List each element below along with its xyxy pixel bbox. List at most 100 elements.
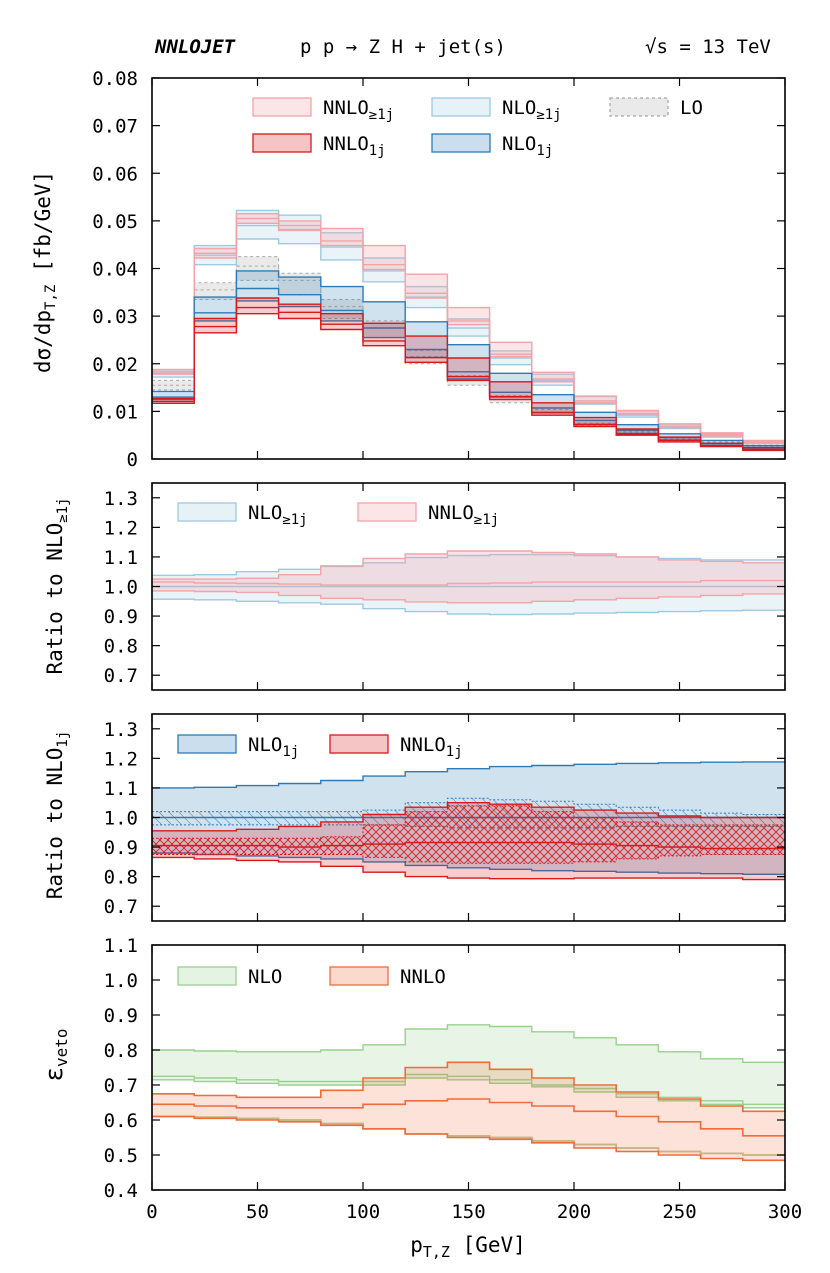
line-nnlo_veto-mid (152, 1098, 785, 1137)
xtick-label: 200 (557, 1201, 591, 1223)
legend-entry-lo: LO (609, 97, 703, 119)
line-nnlo_incl-hi (152, 213, 785, 442)
line-nlo_1j-hi (152, 761, 785, 789)
ylabel-veto-efficiency: εveto (40, 1029, 71, 1082)
line-nnlo_incl-lo (152, 222, 785, 444)
xtick-label: 0 (146, 1201, 157, 1223)
band-nnlo_incl (152, 551, 785, 603)
line-nlo_1j_pdf-hi (152, 797, 785, 815)
legend-swatch (329, 966, 389, 986)
ytick-label: 0.7 (104, 665, 138, 687)
ytick-label: 0.7 (104, 1075, 138, 1097)
line-nnlo_1j-hi (152, 297, 785, 449)
bands (152, 761, 785, 881)
panel-veto-efficiency: 0.4 0.5 0.6 0.7 0.8 0.9 1.0 1.1 0 50 100 150 200 250 3… (104, 935, 802, 1223)
legend-swatch (177, 966, 237, 986)
legend-entry-nlo_veto: NLO (177, 966, 282, 988)
ytick-label: 0.9 (104, 1005, 138, 1027)
legend-swatch (431, 133, 491, 153)
line-nlo_veto_low-hi (152, 1115, 785, 1156)
legend-entry-nlo_1j: NLO1j (177, 734, 299, 760)
legend-swatch (252, 133, 312, 153)
legend-label: NLO1j (502, 133, 553, 159)
legend-entry-nnlo_veto: NNLO (329, 966, 446, 988)
legend-entry-nlo_1j: NLO1j (431, 133, 553, 159)
legend-label: NLO≥1j (502, 97, 562, 123)
line-nnlo_1j_pdf-hi (152, 805, 785, 839)
legend-entry-nnlo_1j: NNLO1j (252, 133, 386, 159)
band-nlo_1j (152, 270, 785, 450)
xtick-label: 150 (451, 1201, 485, 1223)
line-nnlo_1j-hi (152, 802, 785, 832)
ytick-label: 1.1 (104, 778, 138, 800)
panel-cross-section: 0 0.01 0.02 0.03 0.04 0.05 0.06 0.07 0.08 NNLO≥1j… (92, 68, 786, 471)
ytick-label: 0.01 (92, 401, 138, 423)
legend-label: LO (680, 97, 703, 119)
legend-label: NNLO (400, 966, 446, 988)
legend-label: NNLO1j (400, 734, 463, 760)
ytick-label: 0.08 (92, 68, 138, 90)
line-nlo_incl-lo (152, 598, 785, 616)
ytick-label: 1.0 (104, 808, 138, 830)
ytick-label: 0.07 (92, 116, 138, 138)
legend-swatch (357, 502, 417, 522)
ylabel-ratio-1j: Ratio to NLO1j (43, 731, 71, 900)
line-nlo_1j-hi (152, 270, 785, 447)
ytick-label: 0.5 (104, 1145, 138, 1167)
legend-entry-nlo_incl: NLO≥1j (177, 502, 308, 528)
line-nlo_veto-lo (152, 1077, 785, 1109)
ytick-label: 0.8 (104, 1040, 138, 1062)
ylabel-cross-section: dσ/dpT,Z [fb/GeV] (31, 171, 59, 373)
line-nlo_incl-lo (152, 238, 785, 445)
ytick-label: 0.8 (104, 867, 138, 889)
line-nnlo_1j-mid (152, 306, 785, 451)
line-nlo_veto-mid (152, 1073, 785, 1105)
panel-ratio-inclusive: 0.7 0.8 0.9 1.0 1.1 1.2 1.3 NLO≥1j NNLO≥1j (104, 482, 786, 691)
legend-entry-nnlo_incl: NNLO≥1j (357, 502, 499, 528)
line-nnlo_incl-hi (152, 550, 785, 580)
legend-entry-nlo_incl: NLO≥1j (431, 97, 562, 123)
line-nnlo_incl-lo (152, 590, 785, 604)
xlabel: pT,Z [GeV] (410, 1233, 526, 1261)
ylabel-ratio-inclusive: Ratio to NLO≥1j (43, 497, 71, 674)
ytick-label: 0.04 (92, 259, 138, 281)
legend-label: NLO (248, 966, 282, 988)
ytick-label: 0.03 (92, 306, 138, 328)
ytick-label: 1.3 (104, 488, 138, 510)
band-nnlo_1j (152, 298, 785, 451)
line-nlo_1j-lo (152, 852, 785, 875)
ytick-label: 1.1 (104, 935, 138, 957)
legend-label: NNLO≥1j (323, 97, 394, 123)
ytick-label: 0.9 (104, 837, 138, 859)
ytick-label: 0.6 (104, 1110, 138, 1132)
ytick-label: 0 (127, 449, 138, 471)
ytick-label: 0.05 (92, 211, 138, 233)
line-nnlo_veto-lo (152, 1115, 785, 1162)
legend-swatch (177, 502, 237, 522)
bands (152, 209, 785, 452)
ytick-label: 0.9 (104, 606, 138, 628)
ytick-label: 1.1 (104, 547, 138, 569)
legend-swatch (431, 97, 491, 117)
header-right: √s = 13 TeV (645, 36, 771, 58)
line-nnlo_incl-mid (152, 217, 785, 443)
bands (152, 1024, 785, 1162)
line-nnlo_incl-mid (152, 579, 785, 586)
ytick-label: 0.7 (104, 896, 138, 918)
line-nnlo_1j-lo (152, 313, 785, 452)
line-lo-mid (152, 265, 785, 448)
ytick-label: 1.2 (104, 517, 138, 539)
xtick-label: 300 (768, 1201, 802, 1223)
ytick-label: 1.2 (104, 748, 138, 770)
band-nlo_incl (152, 210, 785, 444)
ytick-label: 0.4 (104, 1180, 138, 1202)
legend-entry-nnlo_incl: NNLO≥1j (252, 97, 394, 123)
header-left: NNLOJET (154, 36, 236, 58)
band-nnlo_1j_pdf (152, 805, 785, 864)
legend-label: NLO≥1j (248, 502, 308, 528)
legend-swatch (329, 734, 389, 754)
xtick-label: 50 (246, 1201, 269, 1223)
legend-swatch (252, 97, 312, 117)
xtick-label: 100 (346, 1201, 380, 1223)
